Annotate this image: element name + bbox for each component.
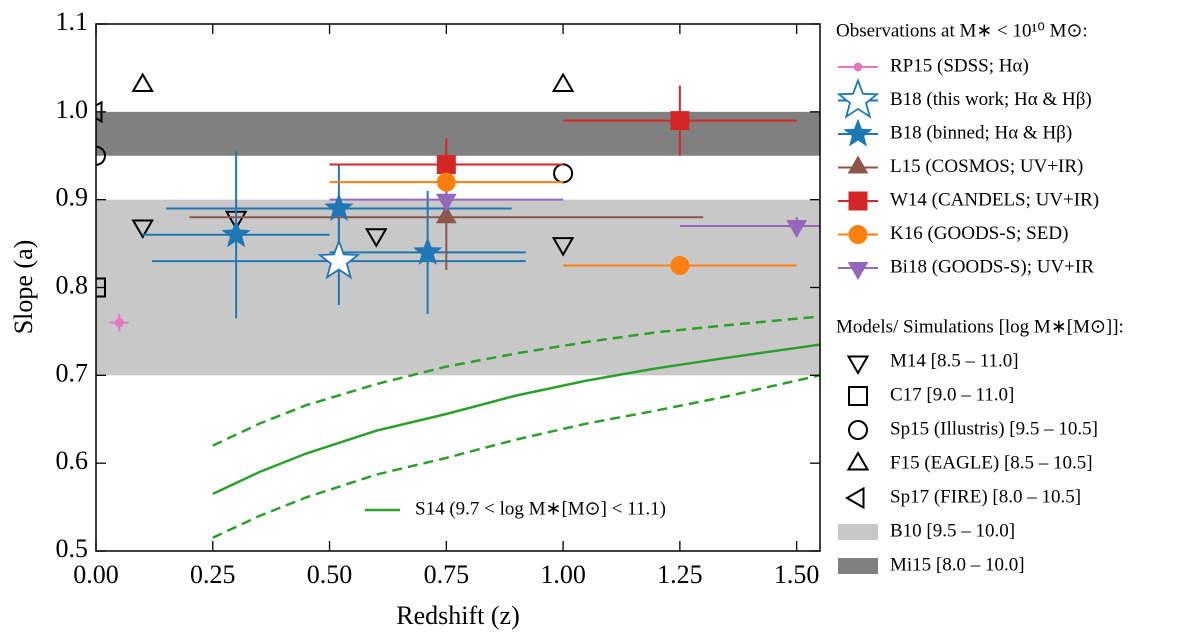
marker bbox=[131, 72, 154, 92]
legend-marker bbox=[843, 118, 873, 147]
marker bbox=[436, 155, 456, 175]
legend-marker bbox=[847, 155, 869, 174]
marker bbox=[114, 318, 124, 328]
legend-label: W14 (CANDELS; UV+IR) bbox=[890, 189, 1099, 210]
legend-marker bbox=[846, 450, 870, 471]
legend-marker bbox=[847, 262, 869, 281]
legend-label: K16 (GOODS-S; SED) bbox=[890, 223, 1068, 244]
legend-label: B10 [9.5 – 10.0] bbox=[890, 520, 1015, 541]
x-tick-label: 1.00 bbox=[540, 560, 586, 589]
legend-label: Sp17 (FIRE) [8.0 – 10.5] bbox=[890, 486, 1081, 507]
marker bbox=[221, 219, 251, 248]
legend-label: Bi18 (GOODS-S); UV+IR bbox=[890, 256, 1094, 277]
marker bbox=[364, 228, 388, 248]
legend-label: S14 (9.7 < log M∗[M⊙] < 11.1) bbox=[415, 498, 666, 519]
marker bbox=[786, 220, 808, 238]
legend-label: F15 (EAGLE) [8.5 – 10.5] bbox=[890, 452, 1093, 473]
curve bbox=[212, 343, 820, 496]
marker bbox=[96, 145, 106, 166]
legend-patch bbox=[838, 524, 878, 540]
y-tick-label: 0.6 bbox=[56, 446, 89, 475]
legend-label: Sp15 (Illustris) [9.5 – 10.5] bbox=[890, 418, 1098, 439]
x-tick-label: 0.25 bbox=[190, 560, 236, 589]
marker bbox=[670, 256, 690, 276]
y-tick-label: 0.8 bbox=[56, 270, 89, 299]
marker bbox=[435, 193, 457, 212]
legend-marker bbox=[848, 420, 868, 440]
legend-label: B18 (this work; Hα & Hβ) bbox=[890, 89, 1092, 110]
x-tick-label: 0.50 bbox=[307, 560, 353, 589]
y-tick-label: 1.0 bbox=[56, 95, 89, 124]
x-axis-label: Redshift (z) bbox=[396, 601, 519, 630]
legend-label: RP15 (SDSS; Hα) bbox=[890, 55, 1029, 76]
marker bbox=[551, 72, 575, 92]
legend-marker bbox=[848, 386, 868, 406]
curve-bound bbox=[212, 374, 820, 539]
legend-title: Observations at M∗ < 10¹⁰ M⊙: bbox=[836, 20, 1088, 41]
marker bbox=[551, 237, 575, 257]
legend-marker bbox=[848, 225, 868, 244]
plot-area bbox=[96, 72, 820, 539]
marker bbox=[324, 193, 354, 221]
marker bbox=[131, 219, 154, 240]
y-tick-label: 0.9 bbox=[56, 183, 89, 212]
x-tick-label: 1.50 bbox=[774, 560, 820, 589]
legend-label: M14 [8.5 – 11.0] bbox=[890, 350, 1019, 371]
legend-marker bbox=[844, 486, 865, 510]
marker bbox=[670, 111, 690, 131]
x-tick-label: 0.75 bbox=[424, 560, 470, 589]
y-tick-label: 0.5 bbox=[56, 534, 89, 563]
band bbox=[96, 111, 820, 156]
band bbox=[96, 199, 820, 376]
legend-marker bbox=[846, 355, 870, 376]
legend-marker bbox=[848, 191, 868, 211]
legend-label: B18 (binned; Hα & Hβ) bbox=[890, 122, 1072, 143]
x-tick-label: 0.00 bbox=[73, 560, 119, 589]
legend-label: Mi15 [8.0 – 10.0] bbox=[890, 554, 1025, 575]
legend-title: Models/ Simulations [log M∗[M⊙]]: bbox=[836, 316, 1124, 337]
legend-marker bbox=[853, 62, 863, 72]
marker bbox=[412, 236, 443, 265]
legend-label: C17 [9.0 – 11.0] bbox=[890, 384, 1014, 405]
legend-patch bbox=[838, 558, 878, 574]
marker bbox=[435, 205, 457, 224]
y-axis-label: Slope (a) bbox=[9, 240, 38, 335]
marker bbox=[317, 238, 361, 280]
legend-marker bbox=[836, 77, 880, 119]
legend-label: L15 (COSMOS; UV+IR) bbox=[890, 156, 1083, 177]
marker bbox=[553, 163, 574, 184]
y-tick-label: 1.1 bbox=[56, 7, 89, 36]
y-tick-label: 0.7 bbox=[56, 358, 89, 387]
marker bbox=[436, 172, 456, 192]
x-tick-label: 1.25 bbox=[657, 560, 703, 589]
